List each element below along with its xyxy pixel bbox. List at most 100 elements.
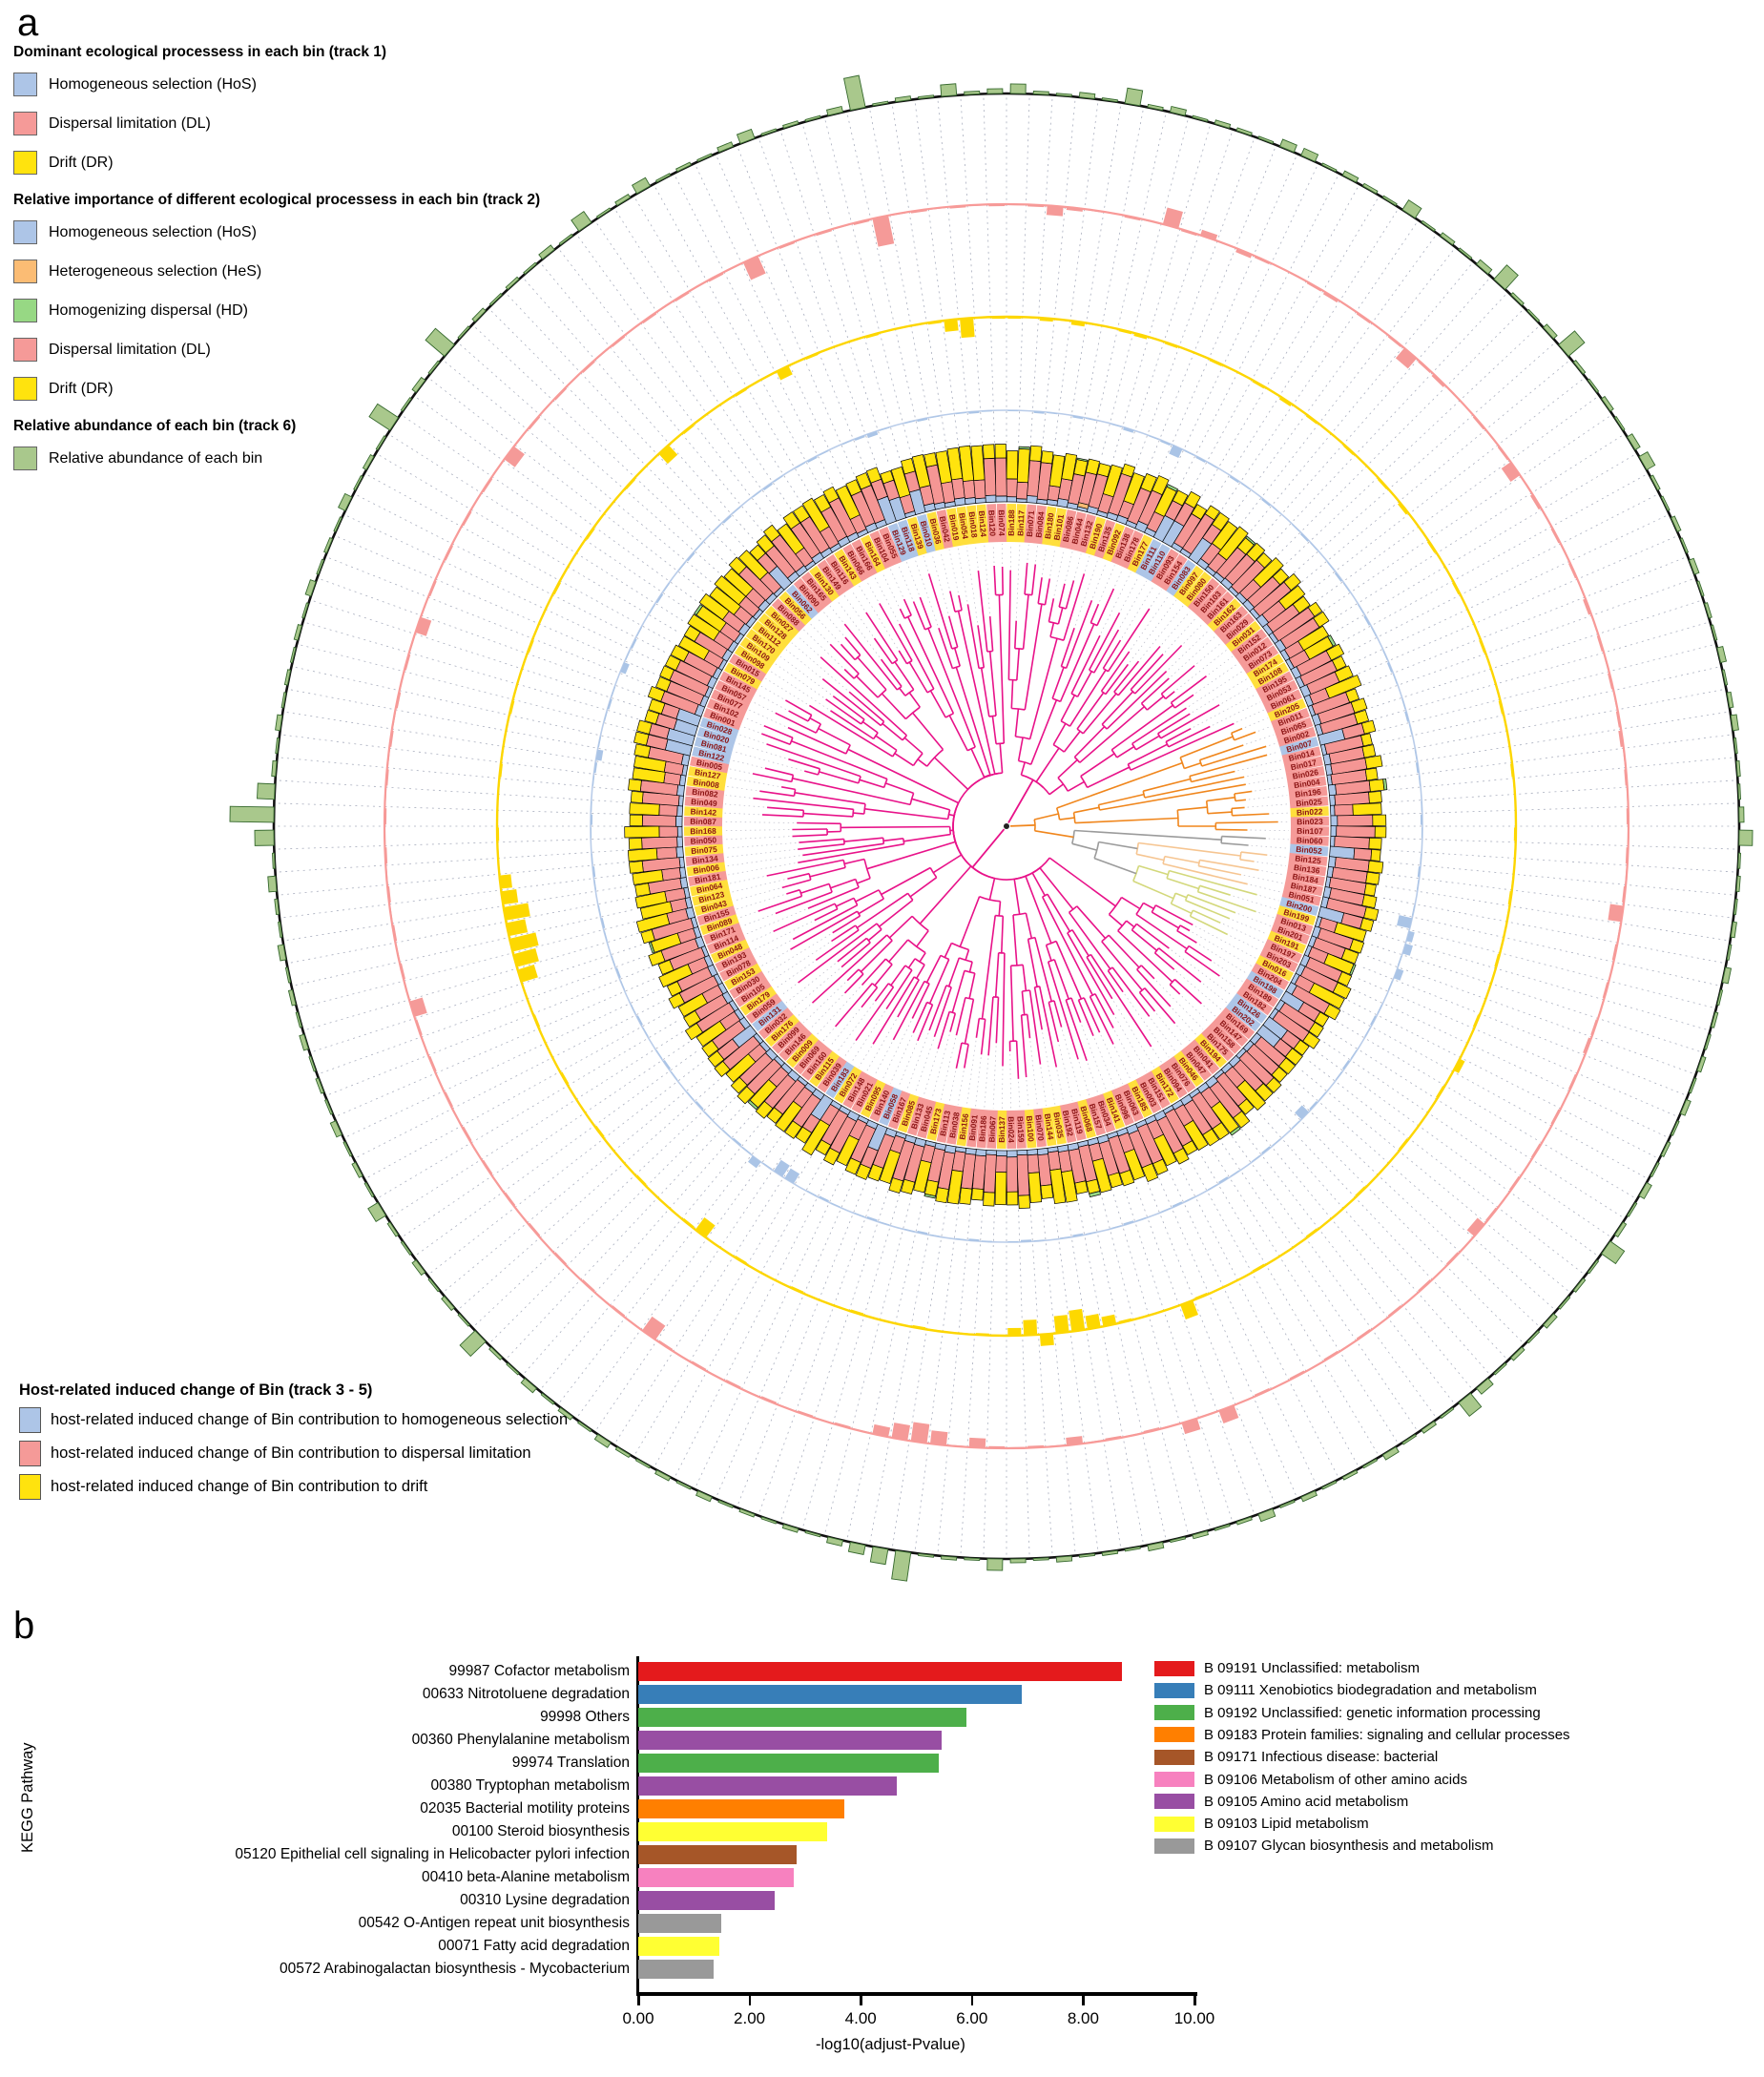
bar-label: 00310 Lysine degradation — [460, 1892, 630, 1908]
svg-text:Bin008: Bin008 — [693, 777, 720, 790]
svg-text:Bin117: Bin117 — [1015, 509, 1026, 536]
svg-text:Bin038: Bin038 — [947, 1111, 962, 1139]
bar-label: 00633 Nitrotoluene degradation — [422, 1686, 630, 1702]
legend-label: host-related induced change of Bin contr… — [51, 1411, 569, 1428]
legend-label: Drift (DR) — [49, 154, 114, 171]
x-tick-label: 10.00 — [1173, 2009, 1215, 2027]
x-tick-mark — [860, 1995, 862, 2005]
bar-label: 00100 Steroid biosynthesis — [451, 1823, 630, 1839]
legend-track2-items: Homogeneous selection (HoS) Heterogeneous… — [13, 213, 624, 408]
legend-swatch — [13, 151, 37, 175]
kegg-legend-item-4: B 09171 Infectious disease: bacterial — [1154, 1749, 1438, 1765]
kegg-legend-item-2: B 09192 Unclassified: genetic informatio… — [1154, 1705, 1541, 1721]
svg-text:Bin026: Bin026 — [1292, 767, 1319, 781]
svg-text:Bin125: Bin125 — [1295, 853, 1322, 865]
svg-text:Bin087: Bin087 — [690, 817, 716, 826]
x-tick-label: 6.00 — [956, 2009, 988, 2027]
kegg-legend-item-7: B 09103 Lipid metabolism — [1154, 1816, 1369, 1832]
legend-label: B 09192 Unclassified: genetic informatio… — [1204, 1704, 1541, 1721]
bar-00542 — [638, 1914, 722, 1933]
svg-text:Bin023: Bin023 — [1297, 817, 1323, 826]
legend-label: host-related induced change of Bin contr… — [51, 1444, 531, 1462]
bar-99974 — [638, 1754, 939, 1773]
legend-swatch — [1154, 1660, 1194, 1676]
x-tick-mark — [970, 1995, 974, 2005]
x-tick-mark — [1193, 1995, 1196, 2005]
legend-swatch — [19, 1441, 41, 1466]
legend-label: B 09103 Lipid metabolism — [1204, 1816, 1369, 1833]
svg-text:Bin019: Bin019 — [947, 513, 962, 541]
svg-text:Bin049: Bin049 — [691, 797, 718, 808]
svg-text:Bin101: Bin101 — [1051, 513, 1066, 541]
legend-swatch — [1154, 1749, 1194, 1765]
svg-text:Bin180: Bin180 — [1043, 512, 1056, 540]
svg-text:Bin060: Bin060 — [1297, 835, 1323, 845]
svg-text:Bin035: Bin035 — [1051, 1111, 1066, 1139]
svg-text:Bin052: Bin052 — [1296, 844, 1323, 856]
legend-label: Dispersal limitation (DL) — [49, 114, 211, 132]
legend-track1-item-1: Dispersal limitation (DL) — [13, 104, 624, 143]
legend-label: Dispersal limitation (DL) — [49, 341, 211, 358]
legend-swatch — [13, 377, 37, 401]
y-axis-line — [636, 1656, 639, 1995]
legend-host-item-2: host-related induced change of Bin contr… — [19, 1470, 744, 1504]
legend-swatch — [1154, 1794, 1194, 1810]
kegg-legend-item-3: B 09183 Protein families: signaling and … — [1154, 1727, 1570, 1743]
x-tick-mark — [748, 1995, 752, 2005]
bar-label: 99998 Others — [540, 1709, 630, 1725]
kegg-legend-item-8: B 09107 Glycan biosynthesis and metaboli… — [1154, 1838, 1494, 1854]
svg-text:Bin134: Bin134 — [692, 853, 719, 865]
legend-swatch — [1154, 1816, 1194, 1832]
x-tick-label: 0.00 — [622, 2009, 654, 2027]
svg-text:Bin159: Bin159 — [1015, 1116, 1026, 1143]
legend-label: B 09106 Metabolism of other amino acids — [1204, 1771, 1467, 1788]
svg-text:Bin074: Bin074 — [997, 509, 1007, 536]
legend-swatch — [19, 1407, 41, 1433]
legend-host-item-1: host-related induced change of Bin contr… — [19, 1437, 744, 1470]
x-tick-mark — [637, 1995, 640, 2005]
legend-panel-a: Dominant ecological processess in each b… — [13, 34, 624, 478]
x-tick-label: 8.00 — [1067, 2009, 1099, 2027]
legend-track2-item-1: Heterogeneous selection (HeS) — [13, 252, 624, 291]
legend-swatch — [13, 260, 37, 283]
legend-label: Homogeneous selection (HoS) — [49, 75, 257, 93]
legend-host-items: host-related induced change of Bin contr… — [19, 1403, 744, 1504]
bar-00071 — [638, 1937, 719, 1956]
legend-label: B 09171 Infectious disease: bacterial — [1204, 1749, 1439, 1766]
svg-text:Bin071: Bin071 — [1025, 510, 1036, 538]
legend-swatch — [1154, 1682, 1194, 1698]
bar-label: 00542 O-Antigen repeat unit biosynthesis — [358, 1915, 630, 1931]
legend-swatch — [13, 338, 37, 362]
svg-text:Bin120: Bin120 — [986, 509, 997, 536]
legend-track2-title: Relative importance of different ecologi… — [13, 192, 541, 208]
bar-label: 99987 Cofactor metabolism — [448, 1663, 630, 1679]
x-axis-title: -log10(adjust-Pvalue) — [816, 2036, 965, 2053]
legend-swatch — [13, 73, 37, 96]
legend-track1-items: Homogeneous selection (HoS) Dispersal lim… — [13, 65, 624, 182]
svg-text:Bin054: Bin054 — [957, 512, 970, 540]
svg-text:Bin184: Bin184 — [1292, 871, 1319, 885]
x-tick-mark — [1082, 1995, 1085, 2005]
bar-label: 00572 Arabinogalactan biosynthesis - Myc… — [279, 1961, 630, 1977]
svg-text:Bin024: Bin024 — [1007, 1116, 1016, 1143]
svg-text:Bin082: Bin082 — [692, 787, 719, 800]
svg-text:Bin022: Bin022 — [1297, 806, 1323, 817]
svg-text:Bin168: Bin168 — [690, 826, 716, 836]
bar-00633 — [638, 1685, 1023, 1704]
svg-text:Bin186: Bin186 — [977, 1115, 988, 1143]
legend-swatch — [1154, 1772, 1194, 1787]
legend-label: B 09107 Glycan biosynthesis and metaboli… — [1204, 1838, 1494, 1855]
bar-99998 — [638, 1708, 966, 1727]
legend-swatch — [13, 447, 37, 470]
kegg-legend-item-5: B 09106 Metabolism of other amino acids — [1154, 1772, 1467, 1788]
legend-track1-item-2: Drift (DR) — [13, 143, 624, 182]
legend-swatch — [1154, 1705, 1194, 1721]
x-axis-line — [636, 1992, 1197, 1996]
svg-text:Bin196: Bin196 — [1295, 787, 1322, 800]
legend-track2-item-4: Drift (DR) — [13, 369, 624, 408]
legend-track6-items: Relative abundance of each bin — [13, 439, 624, 478]
svg-text:Bin018: Bin018 — [967, 511, 980, 539]
bar-00100 — [638, 1822, 828, 1841]
